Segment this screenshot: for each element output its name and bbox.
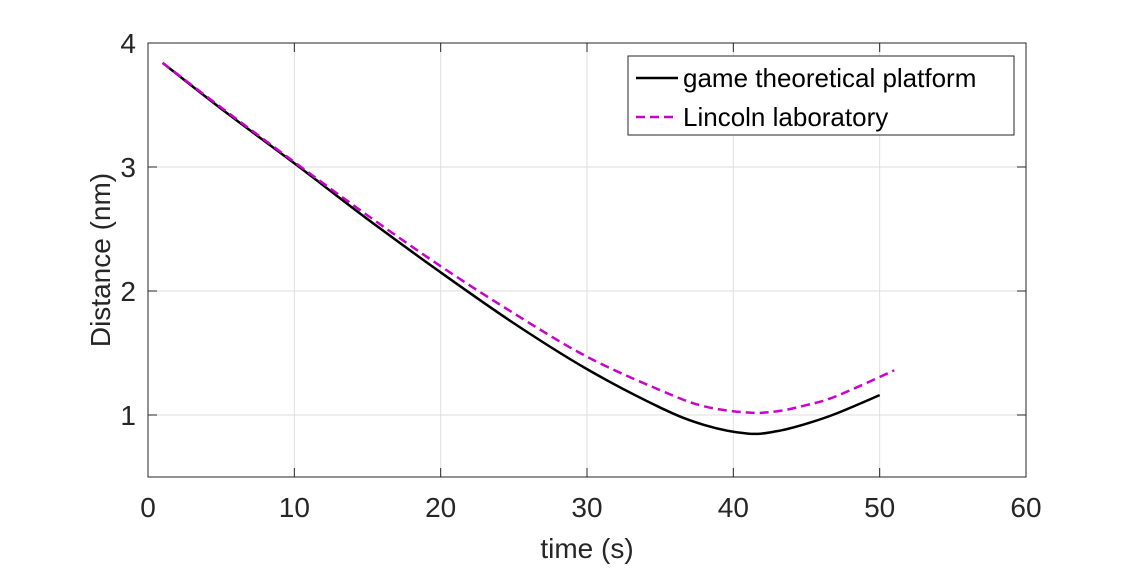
x-tick-label: 20 <box>425 492 456 523</box>
x-axis-label: time (s) <box>540 533 633 564</box>
y-tick-label: 3 <box>120 152 136 183</box>
series-line-game-theoretical-platform <box>161 61 881 436</box>
x-tick-label: 40 <box>718 492 749 523</box>
series-lines <box>161 61 895 436</box>
y-tick-label: 4 <box>120 28 136 59</box>
y-axis-label: Distance (nm) <box>85 173 116 347</box>
x-tick-label: 50 <box>864 492 895 523</box>
x-tick-label: 60 <box>1010 492 1041 523</box>
legend-box <box>627 55 1015 136</box>
y-tick-label: 1 <box>120 400 136 431</box>
legend: game theoretical platform Lincoln labora… <box>627 55 1015 136</box>
legend-label-lincoln-laboratory: Lincoln laboratory <box>683 102 888 132</box>
x-tick-label: 10 <box>279 492 310 523</box>
y-tick-label: 2 <box>120 276 136 307</box>
x-tick-label: 0 <box>140 492 156 523</box>
ticks: 0 10 20 30 40 50 60 1 2 3 4 <box>120 28 1041 523</box>
legend-label-game-theoretical-platform: game theoretical platform <box>683 63 976 93</box>
x-tick-label: 30 <box>571 492 602 523</box>
